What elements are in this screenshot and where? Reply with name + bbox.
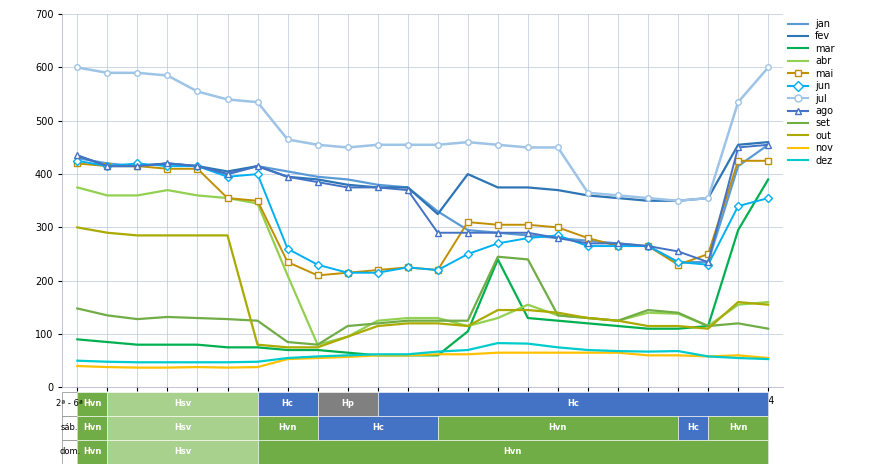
Text: Hsv: Hsv <box>174 423 191 432</box>
Bar <box>318 392 377 416</box>
Text: Hvn: Hvn <box>729 423 748 432</box>
Bar <box>77 439 108 464</box>
Text: Hvn: Hvn <box>83 447 101 456</box>
Legend: jan, fev, mar, abr, mai, jun, jul, ago, set, out, nov, dez: jan, fev, mar, abr, mai, jun, jul, ago, … <box>788 19 835 166</box>
Text: Hsv: Hsv <box>174 399 191 408</box>
Bar <box>257 392 318 416</box>
Text: Hp: Hp <box>341 399 354 408</box>
Text: Hvn: Hvn <box>549 423 567 432</box>
Bar <box>257 416 318 439</box>
Bar <box>108 392 257 416</box>
Bar <box>377 392 768 416</box>
Bar <box>108 416 257 439</box>
Text: Hc: Hc <box>687 423 699 432</box>
Bar <box>62 439 77 464</box>
Text: Hvn: Hvn <box>504 447 522 456</box>
Text: Hvn: Hvn <box>279 423 296 432</box>
Bar <box>77 392 108 416</box>
Text: Hc: Hc <box>372 423 384 432</box>
Text: sáb.: sáb. <box>61 423 78 432</box>
Bar <box>62 392 77 416</box>
Text: Hc: Hc <box>281 399 294 408</box>
Text: Hsv: Hsv <box>174 447 191 456</box>
Bar <box>438 416 678 439</box>
Bar <box>257 439 768 464</box>
Text: 2ª - 6ª: 2ª - 6ª <box>56 399 84 408</box>
Text: Hvn: Hvn <box>83 399 101 408</box>
Bar <box>108 439 257 464</box>
Bar <box>708 416 768 439</box>
Bar <box>62 416 77 439</box>
Text: Hvn: Hvn <box>83 423 101 432</box>
Bar <box>77 416 108 439</box>
Text: dom.: dom. <box>59 447 80 456</box>
Bar <box>318 416 438 439</box>
Text: Hc: Hc <box>567 399 579 408</box>
Bar <box>678 416 708 439</box>
